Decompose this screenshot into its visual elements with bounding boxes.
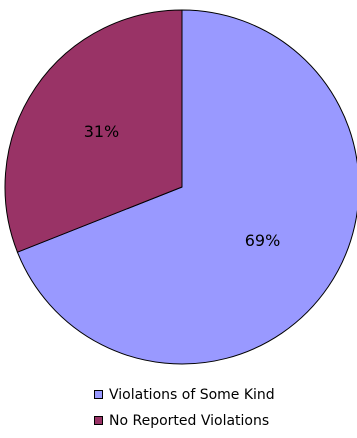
legend-swatch-violations (94, 390, 103, 399)
pie-slice-violations (16, 9, 357, 365)
pie-chart: 69% 31% (4, 9, 357, 365)
legend: Violations of Some Kind No Reported Viol… (94, 386, 275, 438)
legend-item-no-violations: No Reported Violations (94, 412, 275, 429)
pie-slices (4, 9, 357, 365)
legend-label-violations: Violations of Some Kind (109, 386, 275, 403)
legend-label-no-violations: No Reported Violations (109, 412, 270, 429)
pie-label-no-violations: 31% (84, 122, 120, 141)
legend-item-violations: Violations of Some Kind (94, 386, 275, 403)
legend-swatch-no-violations (94, 416, 103, 425)
pie-labels: 69% 31% (84, 122, 281, 250)
pie-slice-no-violations (4, 9, 183, 253)
pie-label-violations: 69% (245, 231, 281, 250)
